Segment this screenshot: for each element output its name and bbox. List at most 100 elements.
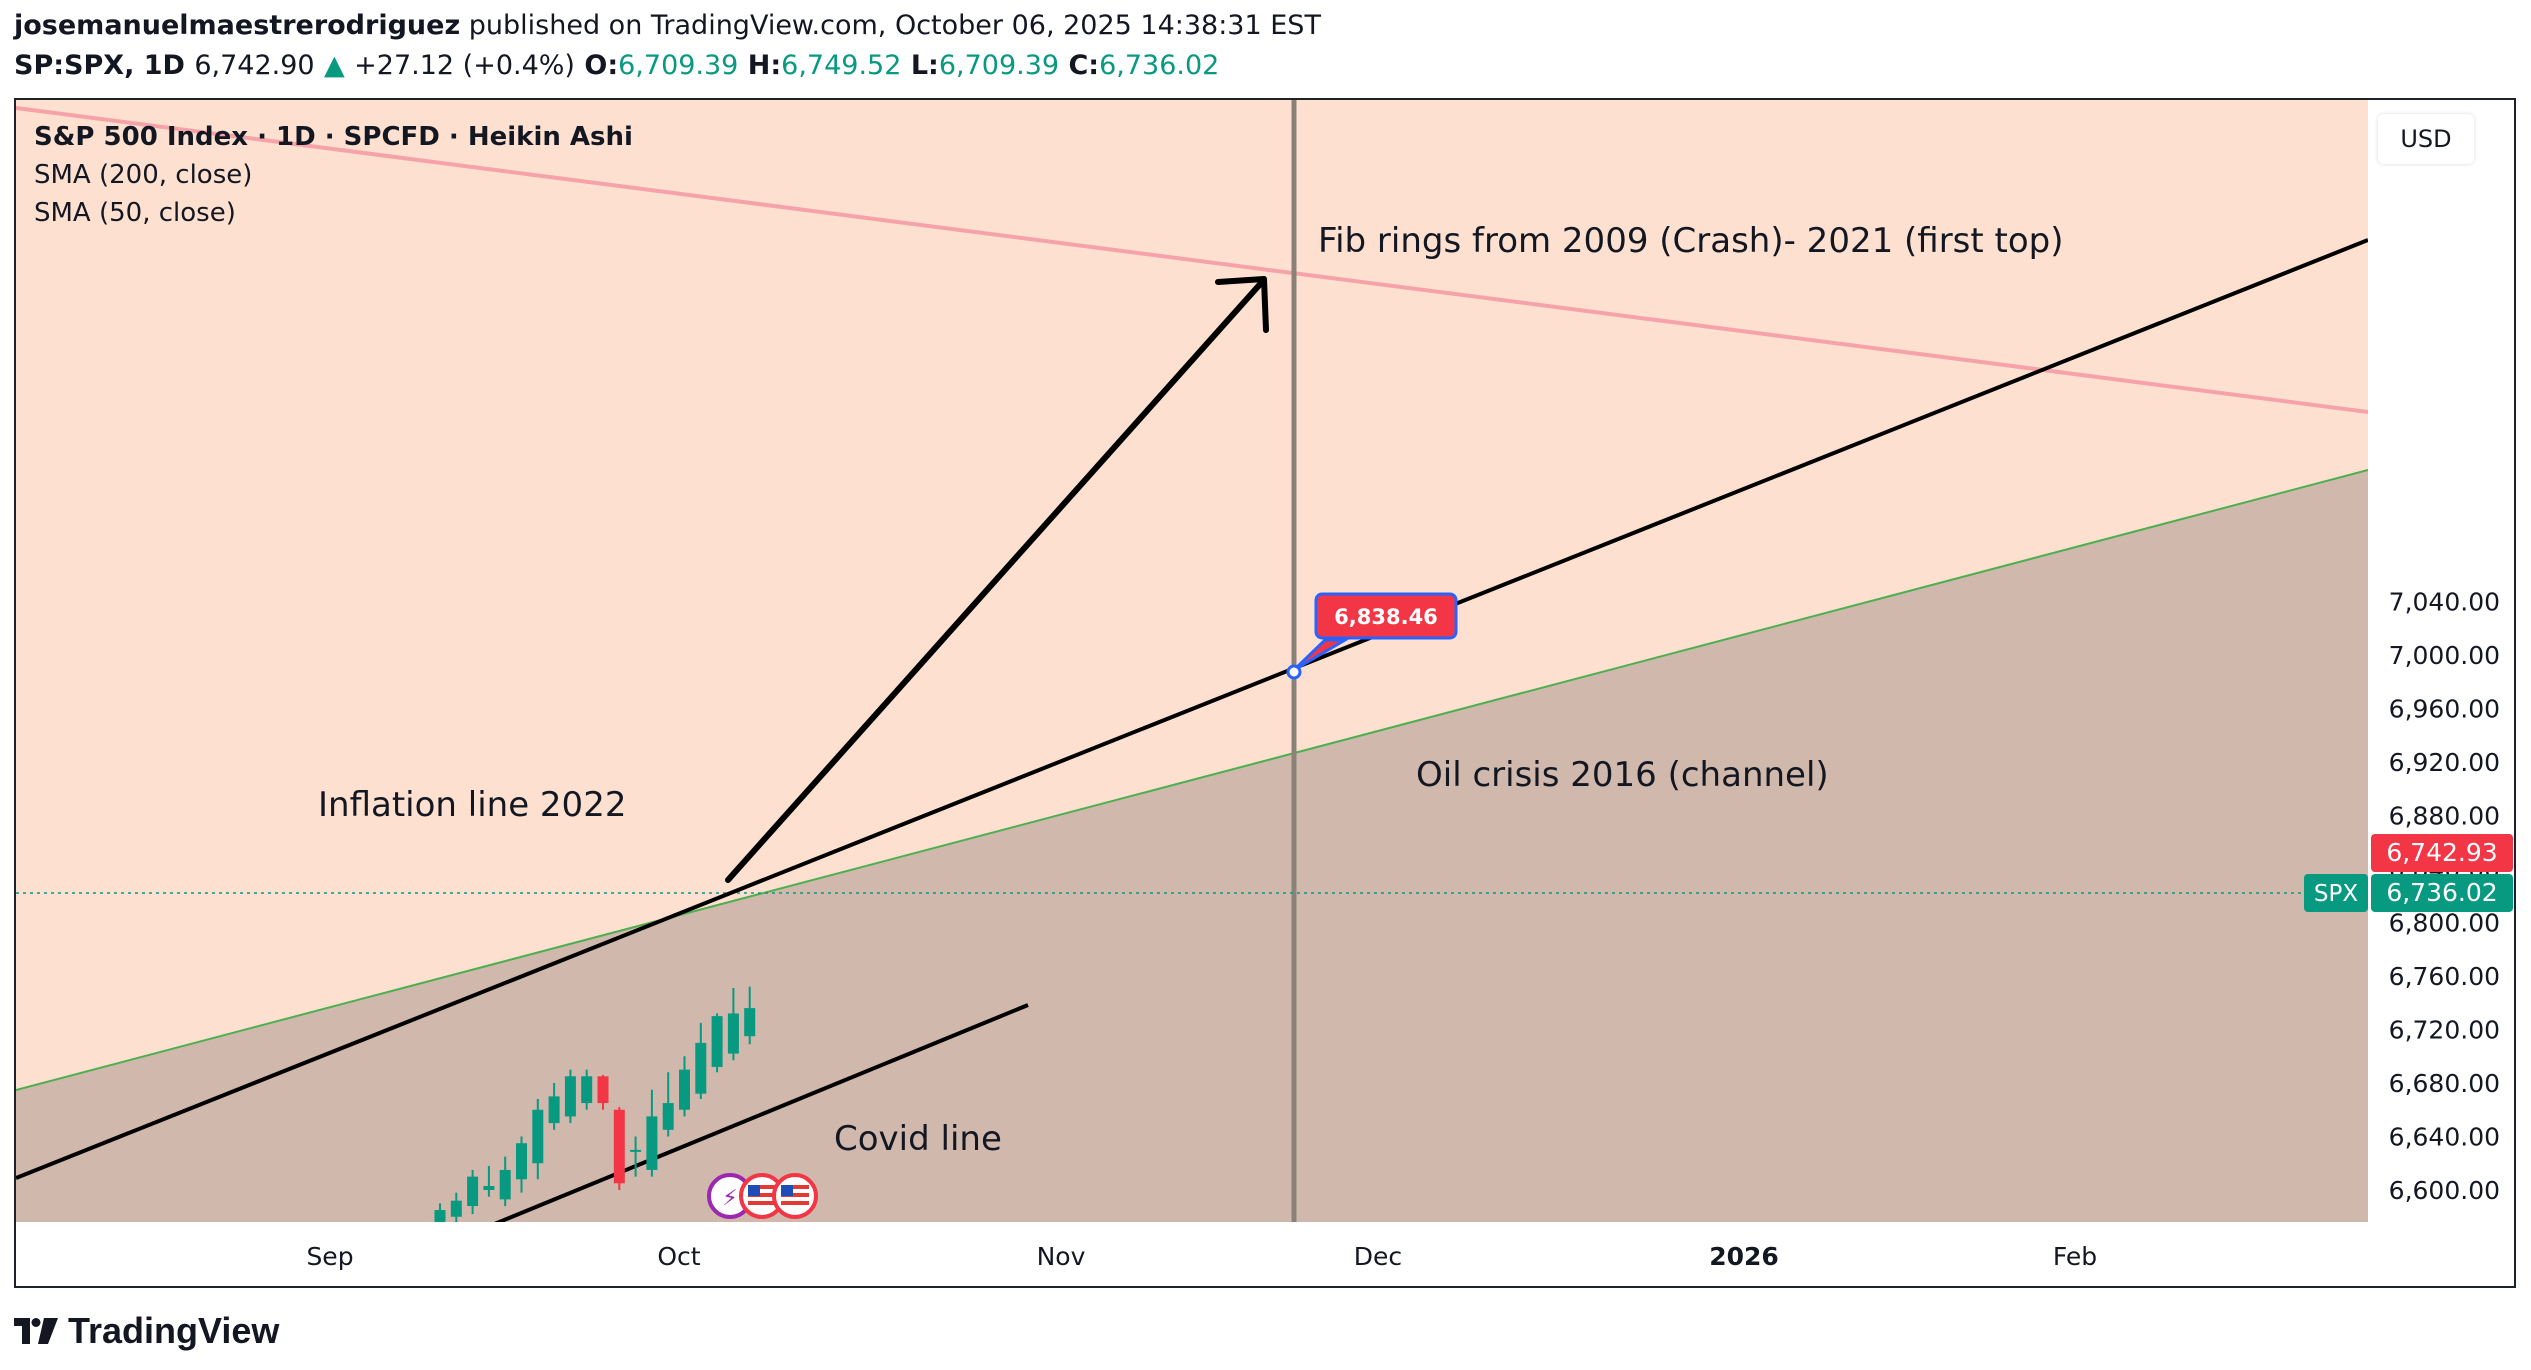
close-value: 6,736.02 xyxy=(1099,50,1220,81)
candle-2[interactable] xyxy=(467,1169,479,1215)
candle-15[interactable] xyxy=(679,1056,690,1117)
candle-body-9 xyxy=(581,1076,593,1104)
candle-body-15 xyxy=(679,1069,690,1110)
low-label: L: xyxy=(910,50,939,81)
candle-body-18 xyxy=(727,1013,739,1054)
fib-ring-line[interactable] xyxy=(16,106,2368,414)
legend-sma200[interactable]: SMA (200, close) xyxy=(34,160,253,190)
us-flag-event-icon[interactable] xyxy=(739,1173,785,1219)
publish-text: published on TradingView.com, October 06… xyxy=(468,10,1321,41)
change: +27.12 (+0.4%) xyxy=(354,50,575,81)
candle-body-10 xyxy=(597,1076,609,1104)
candle-body-2 xyxy=(467,1176,479,1207)
high-label: H: xyxy=(747,50,782,81)
y-tick-4: 6,880.00 xyxy=(2389,802,2500,831)
candle-1[interactable] xyxy=(450,1192,462,1224)
fib-annotation[interactable]: Fib rings from 2009 (Crash)- 2021 (first… xyxy=(1318,221,2064,261)
oil-channel-line[interactable] xyxy=(16,469,2368,1091)
candle-body-0 xyxy=(434,1210,446,1222)
symbol: SP:SPX, 1D xyxy=(14,50,185,81)
candle-4[interactable] xyxy=(499,1156,511,1207)
candle-19[interactable] xyxy=(744,986,756,1045)
candle-body-17 xyxy=(711,1016,723,1067)
x-label-3: Dec xyxy=(1354,1242,1402,1271)
candle-body-7 xyxy=(548,1096,560,1124)
inflation-annotation[interactable]: Inflation line 2022 xyxy=(318,785,626,825)
y-tick-9: 6,640.00 xyxy=(2389,1123,2500,1152)
y-tick-0: 7,040.00 xyxy=(2389,588,2500,617)
candle-9[interactable] xyxy=(581,1069,593,1110)
callout-value: 6,838.46 xyxy=(1334,605,1438,629)
candle-12[interactable] xyxy=(630,1136,642,1177)
lower-channel-zone xyxy=(16,470,2368,1222)
candle-3[interactable] xyxy=(483,1165,495,1197)
candle-17[interactable] xyxy=(711,1013,723,1073)
author-name[interactable]: josemanuelmaestrerodriguez xyxy=(14,10,461,41)
low-value: 6,709.39 xyxy=(938,50,1060,81)
x-label-1: Oct xyxy=(657,1242,700,1271)
close-label: C: xyxy=(1068,50,1100,81)
projection-arrow-head xyxy=(1215,276,1269,333)
projection-arrow-shaft[interactable] xyxy=(725,279,1265,883)
y-tick-10: 6,600.00 xyxy=(2389,1176,2500,1205)
price-axis-bg[interactable] xyxy=(2370,100,2514,1222)
inflation-line[interactable] xyxy=(16,238,2368,1180)
open-value: 6,709.39 xyxy=(618,50,739,81)
up-arrow-icon: ▲ xyxy=(324,50,345,81)
tradingview-logo[interactable]: TradingView xyxy=(14,1310,279,1352)
close-price-tag[interactable]: SPX 6,736.02 xyxy=(2304,874,2513,912)
currency-button[interactable]: USD xyxy=(2378,114,2474,164)
candle-8[interactable] xyxy=(564,1069,576,1124)
candle-body-1 xyxy=(450,1200,462,1217)
legend-main-series[interactable]: S&P 500 Index · 1D · SPCFD · Heikin Ashi xyxy=(34,122,633,152)
candle-11[interactable] xyxy=(613,1107,625,1190)
candle-body-13 xyxy=(646,1116,658,1170)
candle-body-6 xyxy=(532,1109,544,1164)
x-label-5: Feb xyxy=(2053,1242,2097,1271)
candle-18[interactable] xyxy=(727,988,739,1061)
candle-13[interactable] xyxy=(646,1089,658,1177)
chart-legend: S&P 500 Index · 1D · SPCFD · Heikin Ashi… xyxy=(34,118,633,232)
publish-info: josemanuelmaestrerodriguez published on … xyxy=(14,10,1321,41)
y-tick-2: 6,960.00 xyxy=(2389,695,2500,724)
covid-annotation[interactable]: Covid line xyxy=(834,1119,1002,1159)
us-flag-event-icon-2[interactable] xyxy=(772,1173,818,1219)
candle-body-3 xyxy=(483,1185,495,1190)
high-value: 6,749.52 xyxy=(781,50,902,81)
last-price-value: 6,742.93 xyxy=(2386,838,2497,867)
candle-14[interactable] xyxy=(662,1072,674,1137)
candle-body-5 xyxy=(516,1143,527,1180)
y-tick-1: 7,000.00 xyxy=(2389,641,2500,670)
oil-annotation[interactable]: Oil crisis 2016 (channel) xyxy=(1416,755,1829,795)
candle-body-12 xyxy=(630,1149,642,1152)
price-callout[interactable]: 6,838.46 xyxy=(1286,592,1458,680)
x-label-2: Nov xyxy=(1037,1242,1086,1271)
price: 6,742.90 xyxy=(194,50,315,81)
candle-body-16 xyxy=(695,1042,707,1094)
close-price-value: 6,736.02 xyxy=(2386,878,2497,907)
candle-16[interactable] xyxy=(695,1022,707,1100)
time-axis-bg[interactable] xyxy=(16,1224,2368,1286)
candle-0[interactable] xyxy=(434,1203,446,1243)
covid-line[interactable] xyxy=(492,1003,1029,1225)
event-icons: ⚡ xyxy=(707,1173,818,1219)
candles-group xyxy=(434,986,756,1243)
chart-frame xyxy=(14,98,2516,1288)
candle-6[interactable] xyxy=(532,1099,544,1180)
candle-10[interactable] xyxy=(597,1074,609,1110)
legend-sma50[interactable]: SMA (50, close) xyxy=(34,198,236,228)
y-tick-7: 6,720.00 xyxy=(2389,1016,2500,1045)
open-label: O: xyxy=(584,50,619,81)
last-price-tag[interactable]: 6,742.93 xyxy=(2371,834,2513,872)
tradingview-logo-icon xyxy=(14,1318,58,1344)
candle-7[interactable] xyxy=(548,1083,560,1130)
y-tick-3: 6,920.00 xyxy=(2389,748,2500,777)
symbol-tag: SPX xyxy=(2314,881,2358,907)
candle-5[interactable] xyxy=(516,1136,527,1193)
tradingview-wordmark: TradingView xyxy=(68,1310,280,1351)
candle-body-8 xyxy=(564,1076,576,1117)
quote-line: SP:SPX, 1D 6,742.90 ▲ +27.12 (+0.4%) O:6… xyxy=(14,50,1219,81)
callout-anchor[interactable] xyxy=(1286,664,1302,680)
x-label-4: 2026 xyxy=(1709,1242,1779,1271)
